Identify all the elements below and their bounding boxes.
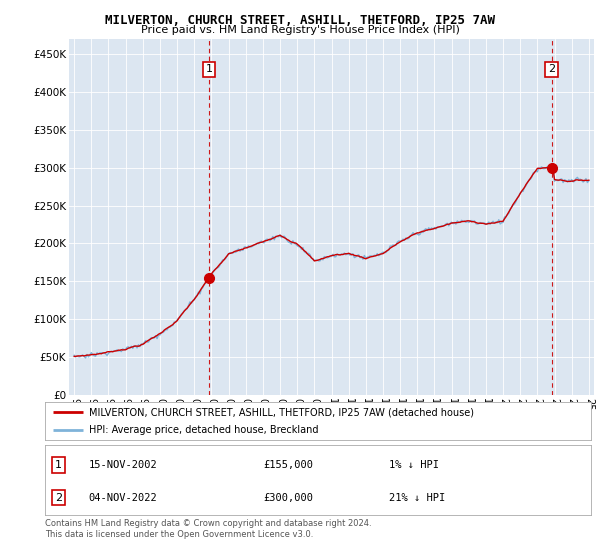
Text: MILVERTON, CHURCH STREET, ASHILL, THETFORD, IP25 7AW (detached house): MILVERTON, CHURCH STREET, ASHILL, THETFO…: [89, 407, 473, 417]
Text: 21% ↓ HPI: 21% ↓ HPI: [389, 493, 445, 503]
Text: £300,000: £300,000: [263, 493, 313, 503]
Text: 04-NOV-2022: 04-NOV-2022: [89, 493, 157, 503]
Text: 1: 1: [55, 460, 62, 470]
Text: MILVERTON, CHURCH STREET, ASHILL, THETFORD, IP25 7AW: MILVERTON, CHURCH STREET, ASHILL, THETFO…: [105, 14, 495, 27]
Text: HPI: Average price, detached house, Breckland: HPI: Average price, detached house, Brec…: [89, 425, 318, 435]
Text: £155,000: £155,000: [263, 460, 313, 470]
Text: 2: 2: [55, 493, 62, 503]
Text: 1% ↓ HPI: 1% ↓ HPI: [389, 460, 439, 470]
Text: 1: 1: [206, 64, 212, 74]
Text: 15-NOV-2002: 15-NOV-2002: [89, 460, 157, 470]
Text: Contains HM Land Registry data © Crown copyright and database right 2024.
This d: Contains HM Land Registry data © Crown c…: [45, 519, 371, 539]
Text: 2: 2: [548, 64, 556, 74]
Text: Price paid vs. HM Land Registry's House Price Index (HPI): Price paid vs. HM Land Registry's House …: [140, 25, 460, 35]
